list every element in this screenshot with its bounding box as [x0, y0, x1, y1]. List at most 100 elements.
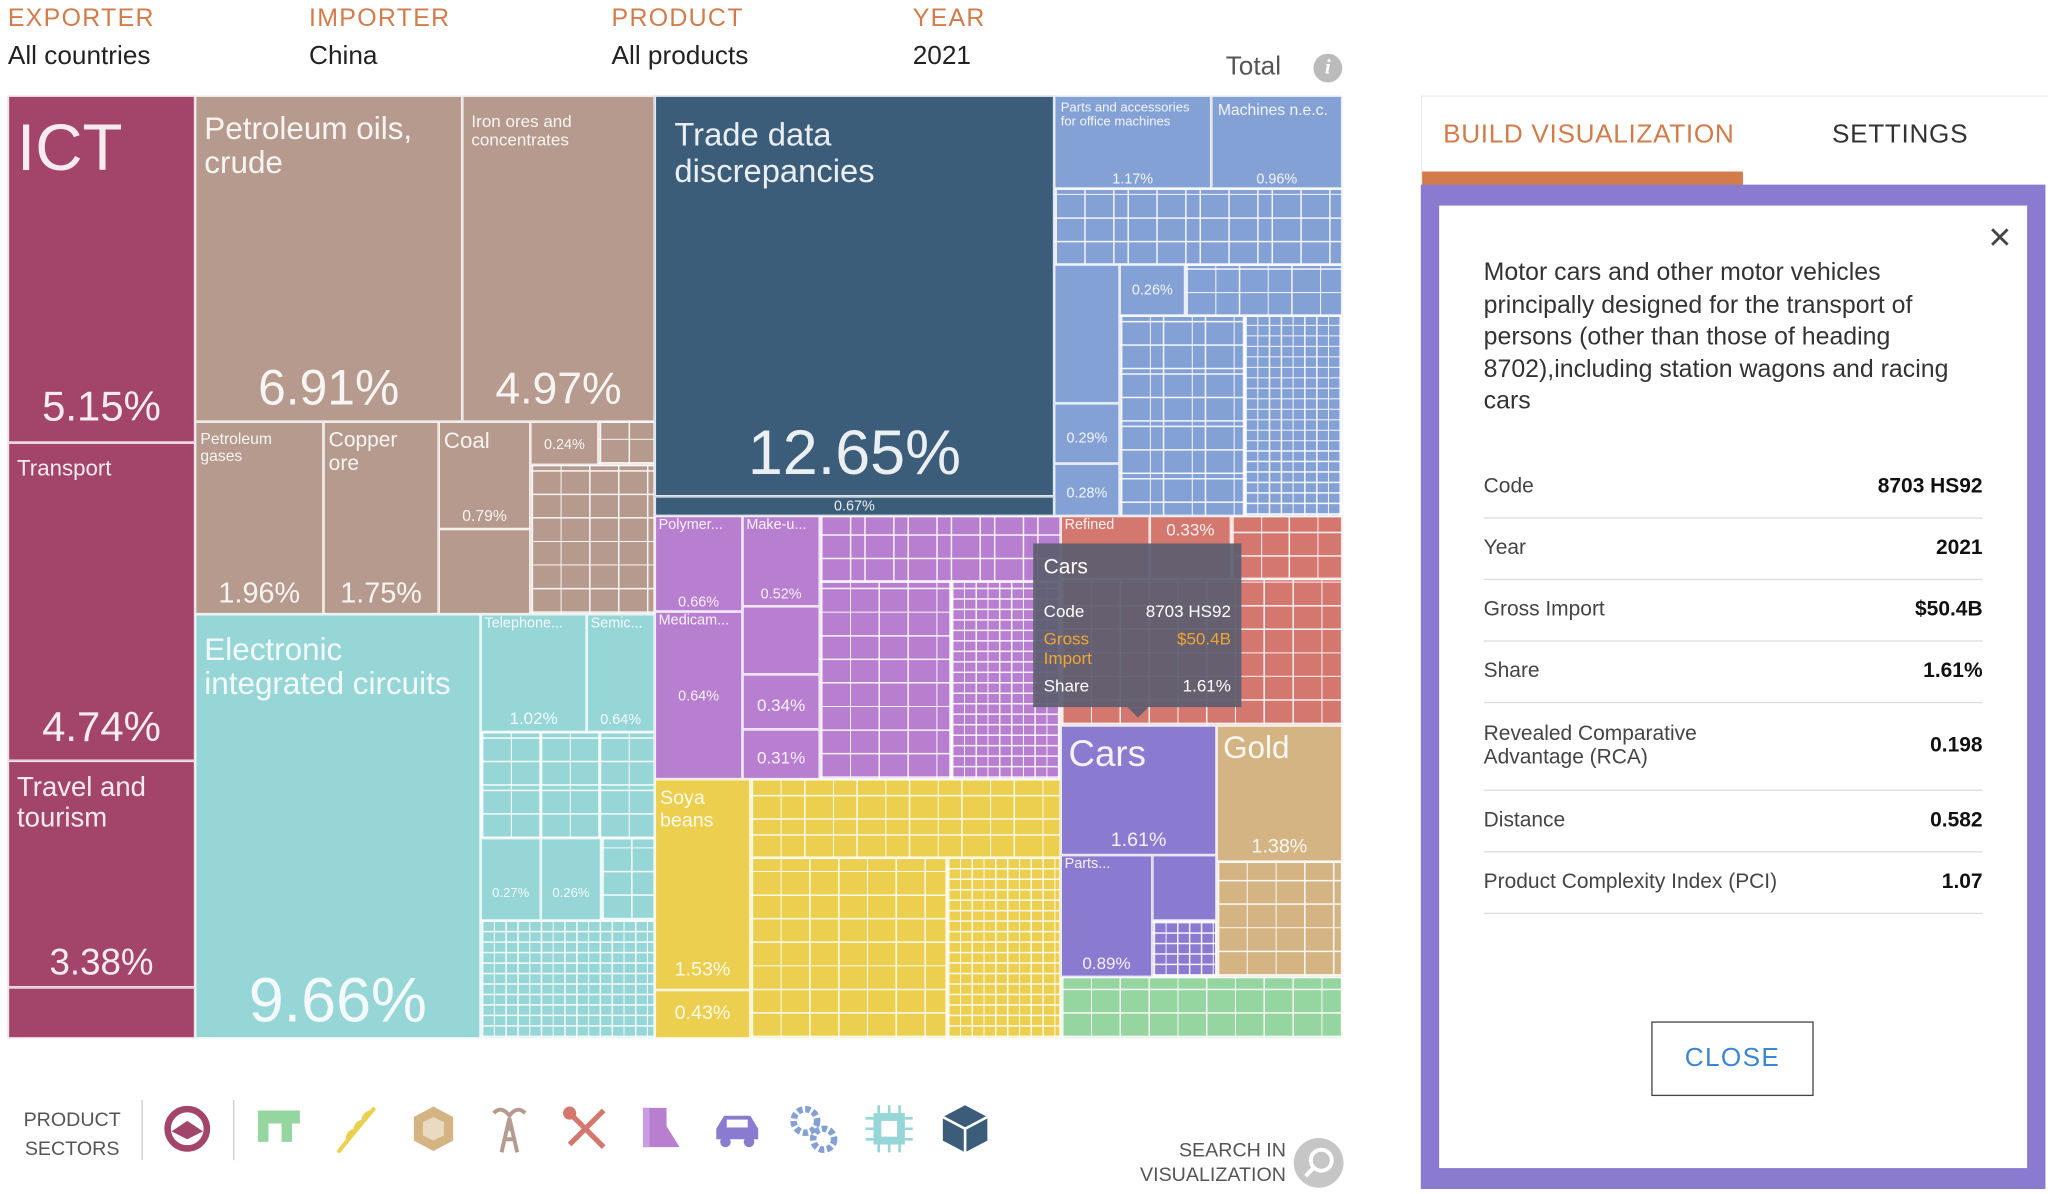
treemap-cell-group[interactable] — [598, 421, 655, 465]
treemap-cell-group[interactable] — [1185, 264, 1343, 316]
metals-icon[interactable] — [559, 1103, 611, 1155]
exporter-selector[interactable]: All countries — [7, 41, 151, 71]
treemap-cell[interactable]: 0.43% — [654, 989, 751, 1039]
treemap-cell-transport[interactable]: Transport 4.74% — [7, 442, 196, 761]
treemap-cell-polymer[interactable]: Polymer... 0.66% — [654, 515, 743, 612]
tooltip-row: Share 1.61% — [1044, 676, 1231, 696]
treemap-cell-group[interactable] — [1060, 976, 1343, 1039]
treemap-cell-group[interactable] — [1119, 315, 1245, 516]
cell-share: 0.64% — [600, 712, 642, 729]
treemap-cell-group[interactable] — [750, 857, 947, 1039]
panel-tabs: BUILD VISUALIZATION SETTINGS — [1420, 95, 2048, 186]
treemap-cell-group[interactable] — [1152, 920, 1217, 977]
treemap-cell-ict[interactable]: ICT 5.15% — [7, 95, 196, 443]
importer-label: IMPORTER — [309, 5, 451, 33]
cell-label: Petroleum gases — [200, 429, 272, 466]
treemap-cell-coal[interactable]: Coal 0.79% — [438, 421, 531, 530]
vehicles-icon[interactable] — [711, 1103, 763, 1155]
treemap-cell-copper-ore[interactable]: Copper ore 1.75% — [323, 421, 439, 615]
treemap-cell-electronic-integrated-circuits[interactable]: Electronic integrated circuits 9.66% — [195, 614, 481, 1039]
tooltip-row-value: 8703 HS92 — [1145, 601, 1231, 621]
treemap-cell-iron-ores[interactable]: Iron ores and concentrates 4.97% — [462, 95, 655, 422]
agriculture-icon[interactable] — [330, 1103, 382, 1155]
textiles-icon[interactable] — [253, 1103, 305, 1155]
treemap-cell-makeup[interactable]: Make-u... 0.52% — [742, 515, 820, 607]
close-button[interactable]: CLOSE — [1651, 1021, 1814, 1097]
treemap-cell-group[interactable] — [1216, 861, 1343, 977]
treemap-cell-medicam[interactable]: Medicam... 0.64% — [654, 611, 743, 780]
treemap-cell-group[interactable] — [601, 838, 655, 921]
cell-label: Parts and accessories for office machine… — [1060, 100, 1190, 130]
treemap-cell-telephone[interactable]: Telephone... 1.02% — [480, 614, 587, 733]
label-line: SEARCH IN — [1178, 1139, 1286, 1162]
treemap-cell-petroleum-crude[interactable]: Petroleum oils, crude 6.91% — [195, 95, 463, 422]
treemap-cell-petroleum-gases[interactable]: Petroleum gases 1.96% — [195, 421, 324, 615]
treemap-cell[interactable]: 0.26% — [1119, 264, 1186, 316]
info-icon[interactable]: i — [1313, 53, 1343, 83]
cell-share: 12.65% — [747, 419, 962, 489]
cell-label: Cars — [1068, 733, 1146, 774]
product-selector[interactable]: All products — [611, 41, 749, 71]
treemap-cell-machines-nec[interactable]: Machines n.e.c. 0.96% — [1211, 95, 1343, 189]
treemap-cell[interactable] — [7, 987, 196, 1039]
treemap-cell[interactable]: 0.27% — [480, 838, 541, 921]
treemap-cell-group[interactable] — [946, 857, 1061, 1039]
treemap-cell[interactable]: 0.28% — [1054, 463, 1120, 516]
detail-row: Revealed Comparative Advantage (RCA) 0.19… — [1483, 703, 1983, 791]
treemap-cell[interactable]: 0.31% — [742, 729, 820, 780]
cell-share: 0.89% — [1082, 953, 1131, 973]
tab-settings[interactable]: SETTINGS — [1831, 120, 1969, 150]
treemap-cell[interactable]: 0.24% — [530, 421, 599, 465]
treemap-cell-group[interactable] — [1230, 515, 1343, 579]
search-button[interactable] — [1293, 1137, 1344, 1188]
treemap-cell[interactable]: 0.34% — [742, 674, 820, 730]
label-line: PRODUCT — [23, 1109, 121, 1132]
stone-icon[interactable] — [407, 1103, 459, 1155]
treemap-cell-gold[interactable]: Gold 1.38% — [1216, 725, 1343, 862]
cell-share: 1.53% — [674, 958, 731, 981]
treemap-cell-group[interactable] — [480, 732, 655, 839]
detail-row: Distance 0.582 — [1483, 791, 1983, 853]
chemicals-icon[interactable] — [635, 1103, 687, 1155]
product-description: Motor cars and other motor vehicles prin… — [1483, 259, 1949, 416]
label-line: VISUALIZATION — [1140, 1164, 1286, 1187]
treemap-cell-group[interactable] — [480, 920, 655, 1039]
treemap-cell-trade-data-discrepancies[interactable]: Trade data discrepancies 12.65% — [654, 95, 1055, 497]
product-sectors-label: PRODUCT SECTORS — [24, 1107, 121, 1165]
year-selector[interactable]: 2021 — [912, 41, 971, 71]
other-icon[interactable] — [939, 1103, 991, 1155]
treemap-cell[interactable] — [438, 529, 531, 615]
treemap-cell-soya-beans[interactable]: Soya beans 1.53% — [654, 779, 751, 990]
detail-value: 1.07 — [1941, 870, 1983, 894]
electronics-icon[interactable] — [863, 1103, 915, 1155]
cell-label: Electronic integrated circuits — [204, 632, 451, 703]
cell-share: 1.61% — [1110, 828, 1167, 852]
detail-value: 8703 HS92 — [1877, 475, 1983, 498]
treemap-cell-group[interactable] — [819, 581, 951, 780]
services-icon[interactable] — [161, 1103, 213, 1155]
treemap-cell[interactable] — [1152, 855, 1217, 921]
treemap-cell-parts-office-machines[interactable]: Parts and accessories for office machine… — [1054, 95, 1212, 189]
tab-build-visualization[interactable]: BUILD VISUALIZATION — [1443, 120, 1735, 150]
treemap-cell-parts-vehicles[interactable]: Parts... 0.89% — [1060, 855, 1153, 977]
treemap-cell-group[interactable] — [1244, 315, 1343, 516]
importer-selector[interactable]: China — [309, 41, 378, 71]
treemap-cell[interactable]: 0.67% — [654, 496, 1055, 516]
treemap-cell-travel[interactable]: Travel and tourism 3.38% — [7, 760, 196, 988]
treemap-cell-group[interactable] — [750, 779, 1061, 858]
minerals-icon[interactable] — [483, 1103, 535, 1155]
treemap-cell[interactable] — [1054, 264, 1120, 404]
treemap-cell-semic[interactable]: Semic... 0.64% — [586, 614, 655, 733]
cell-share: 1.38% — [1251, 835, 1308, 858]
treemap-cell-group[interactable] — [819, 515, 1061, 582]
treemap-cell[interactable] — [742, 606, 820, 675]
treemap-cell-cars[interactable]: Cars 1.61% — [1060, 725, 1217, 856]
treemap-cell[interactable]: 0.29% — [1054, 403, 1120, 464]
machinery-icon[interactable] — [787, 1103, 839, 1155]
close-icon[interactable]: × — [1988, 216, 2012, 260]
treemap-cell[interactable]: 0.26% — [540, 838, 602, 921]
treemap-cell-group[interactable] — [1054, 188, 1343, 265]
detail-row: Year 2021 — [1483, 519, 1983, 581]
treemap-cell-group[interactable] — [530, 464, 655, 615]
exporter-label: EXPORTER — [7, 5, 155, 33]
